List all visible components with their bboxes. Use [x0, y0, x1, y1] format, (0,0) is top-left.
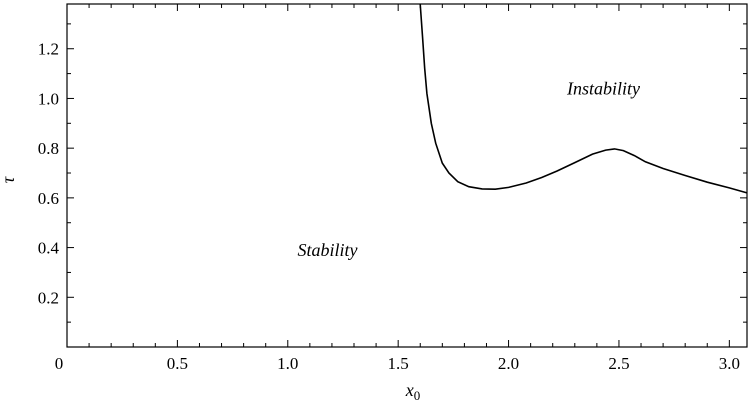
y-tick-label: 0.6: [38, 189, 59, 208]
y-tick-label: 0.4: [38, 239, 60, 258]
x-tick-label: 3.0: [719, 354, 740, 373]
x-axis-label-subscript: 0: [414, 388, 421, 403]
y-tick-labels: 0.2 0.4 0.6 0.8 1.0 1.2: [38, 40, 60, 308]
x-axis-label: x0: [405, 380, 421, 403]
x-tick-label: 0.5: [167, 354, 188, 373]
y-tick-label: 0.8: [38, 139, 59, 158]
plot-frame: [66, 3, 748, 348]
x-tick-label: 1.5: [388, 354, 409, 373]
y-tick-label: 0.2: [38, 288, 59, 307]
x-tick-label: 2.5: [608, 354, 629, 373]
x-tick-label: 1.0: [277, 354, 298, 373]
y-axis-label: τ: [0, 176, 18, 183]
x-tick-label: 2.0: [498, 354, 519, 373]
annotation-instability: Instability: [566, 79, 640, 99]
x-tick-labels: 0 0.5 1.0 1.5 2.0 2.5 3.0: [55, 354, 740, 373]
axis-ticks: [66, 4, 747, 347]
annotation-stability: Stability: [298, 240, 358, 260]
x-axis-label-main: x: [405, 380, 414, 400]
stability-boundary-line: [419, 3, 748, 194]
x-tick-label: 0: [55, 354, 64, 373]
y-tick-label: 1.2: [38, 40, 59, 59]
y-tick-label: 1.0: [38, 89, 59, 108]
